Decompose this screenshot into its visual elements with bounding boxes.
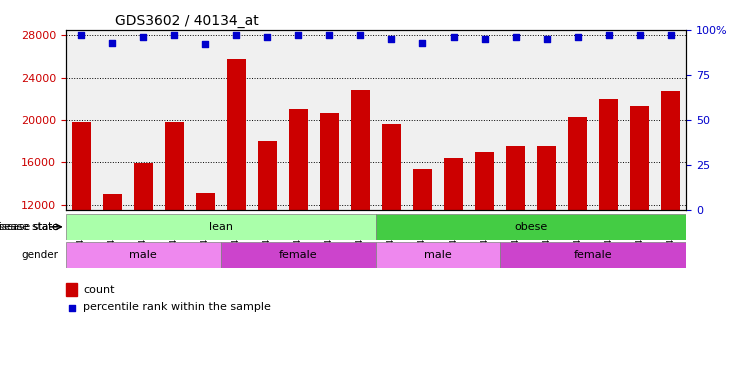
Bar: [289, 110, 308, 332]
Text: male: male: [424, 250, 452, 260]
Bar: [568, 117, 587, 332]
Point: [634, 32, 645, 38]
Bar: [320, 112, 339, 332]
Point: [510, 34, 521, 40]
Bar: [444, 158, 463, 332]
Text: GDS3602 / 40134_at: GDS3602 / 40134_at: [115, 13, 259, 28]
Text: gender: gender: [21, 250, 58, 260]
Bar: [475, 152, 493, 332]
Point: [293, 32, 304, 38]
FancyBboxPatch shape: [66, 214, 376, 240]
Point: [107, 40, 118, 46]
FancyBboxPatch shape: [221, 242, 376, 268]
Point: [572, 34, 583, 40]
FancyBboxPatch shape: [376, 242, 500, 268]
Bar: [66, 283, 77, 296]
Bar: [630, 106, 649, 332]
Bar: [506, 147, 525, 332]
Text: obese: obese: [515, 222, 548, 232]
FancyBboxPatch shape: [66, 242, 221, 268]
Bar: [351, 90, 370, 332]
Bar: [72, 122, 91, 332]
Bar: [413, 169, 431, 332]
Bar: [537, 147, 556, 332]
Bar: [134, 164, 153, 332]
Point: [169, 32, 180, 38]
Point: [479, 36, 491, 42]
Point: [259, 210, 271, 216]
Point: [137, 34, 149, 40]
Point: [355, 32, 366, 38]
Point: [417, 40, 429, 46]
Text: male: male: [129, 250, 157, 260]
Bar: [196, 193, 215, 332]
Bar: [165, 122, 184, 332]
Text: female: female: [574, 250, 612, 260]
Point: [323, 32, 335, 38]
Bar: [258, 141, 277, 332]
Text: female: female: [279, 250, 318, 260]
Bar: [599, 99, 618, 332]
Point: [231, 32, 242, 38]
FancyBboxPatch shape: [500, 242, 686, 268]
Bar: [103, 194, 121, 332]
Text: disease state: disease state: [0, 222, 58, 232]
Text: count: count: [83, 285, 115, 295]
Point: [385, 36, 397, 42]
FancyBboxPatch shape: [376, 214, 686, 240]
Point: [665, 32, 677, 38]
Text: lean: lean: [209, 222, 233, 232]
Point: [541, 36, 553, 42]
Point: [447, 34, 459, 40]
Point: [75, 32, 87, 38]
Bar: [227, 58, 245, 332]
Point: [199, 41, 211, 47]
Bar: [383, 124, 401, 332]
Text: disease state: disease state: [0, 222, 58, 232]
Text: percentile rank within the sample: percentile rank within the sample: [83, 303, 271, 312]
Point: [261, 34, 273, 40]
Point: [603, 32, 615, 38]
Bar: [661, 92, 680, 332]
